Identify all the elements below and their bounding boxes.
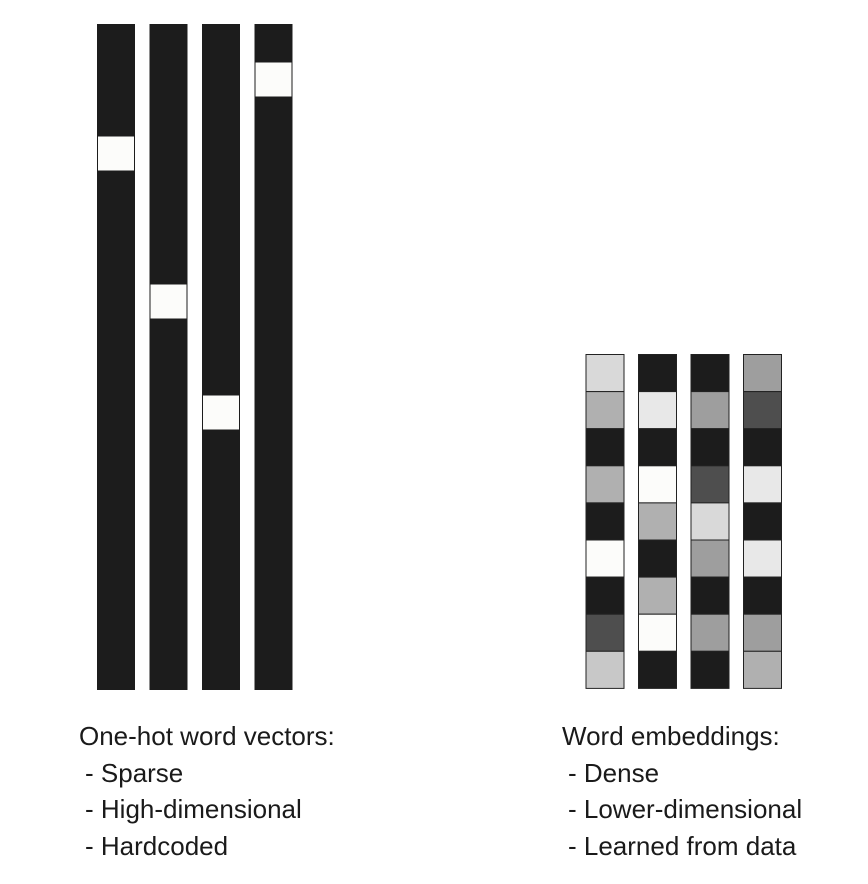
embedding-cell (638, 391, 677, 430)
embedding-cell (743, 650, 782, 689)
embedding-vector-2 (638, 354, 677, 689)
embedding-property-learned: Learned from data (562, 828, 802, 865)
word-embedding-vectors (585, 354, 782, 689)
one-hot-vector-bar (254, 24, 293, 690)
embedding-cell (638, 354, 677, 393)
embedding-cell (585, 539, 625, 578)
embedding-cell (638, 465, 677, 504)
one-hot-property-sparse: Sparse (79, 755, 335, 792)
embedding-cell (743, 502, 782, 541)
one-hot-vector-bar (97, 24, 135, 690)
embedding-cell (638, 613, 677, 652)
one-hot-vector-4 (254, 24, 293, 690)
embedding-cell (690, 613, 730, 652)
one-hot-active-cell (149, 283, 188, 320)
one-hot-active-cell (202, 394, 240, 431)
embedding-vector-3 (690, 354, 730, 689)
embedding-cell (585, 465, 625, 504)
one-hot-vector-bar (149, 24, 188, 690)
embedding-cell (585, 391, 625, 430)
one-hot-property-hardcoded: Hardcoded (79, 828, 335, 865)
embedding-cell (743, 465, 782, 504)
embedding-caption-title: Word embeddings: (562, 721, 780, 751)
embedding-cell (690, 465, 730, 504)
one-hot-vector-2 (149, 24, 188, 690)
embedding-cell (743, 576, 782, 615)
one-hot-active-cell (254, 61, 293, 98)
embedding-cell (743, 428, 782, 467)
embedding-cell (638, 650, 677, 689)
embedding-cell (585, 650, 625, 689)
one-hot-vector-3 (202, 24, 240, 690)
embedding-cell (690, 539, 730, 578)
one-hot-active-cell (97, 135, 135, 172)
embedding-cell (743, 613, 782, 652)
embedding-cell (638, 428, 677, 467)
embedding-cell (743, 391, 782, 430)
embedding-cell (690, 428, 730, 467)
one-hot-vector-1 (97, 24, 135, 690)
vector-comparison-diagram (97, 24, 782, 690)
embedding-caption: Word embeddings: Dense Lower-dimensional… (562, 718, 802, 864)
embedding-cell (690, 391, 730, 430)
embedding-vector-4 (743, 354, 782, 689)
embedding-property-dense: Dense (562, 755, 802, 792)
embedding-vector-1 (585, 354, 625, 689)
embedding-cell (690, 576, 730, 615)
embedding-cell (638, 576, 677, 615)
embedding-cell (585, 613, 625, 652)
embedding-cell (743, 539, 782, 578)
one-hot-caption: One-hot word vectors: Sparse High-dimens… (79, 718, 335, 864)
one-hot-vectors (97, 24, 293, 690)
embedding-cell (585, 354, 625, 393)
one-hot-property-high-dimensional: High-dimensional (79, 791, 335, 828)
embedding-cell (585, 576, 625, 615)
embedding-property-lower-dimensional: Lower-dimensional (562, 791, 802, 828)
one-hot-caption-title: One-hot word vectors: (79, 721, 335, 751)
embedding-cell (690, 354, 730, 393)
embedding-cell (585, 428, 625, 467)
embedding-cell (743, 354, 782, 393)
embedding-cell (638, 502, 677, 541)
embedding-cell (638, 539, 677, 578)
one-hot-vector-bar (202, 24, 240, 690)
embedding-cell (690, 502, 730, 541)
embedding-cell (585, 502, 625, 541)
embedding-cell (690, 650, 730, 689)
